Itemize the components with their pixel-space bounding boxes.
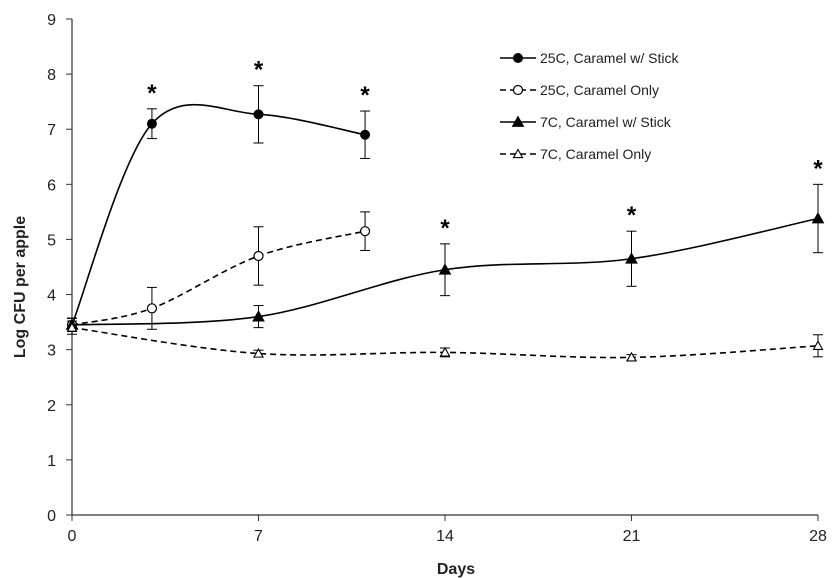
significance-star: * [627,202,637,229]
circle-marker [513,53,523,63]
legend-item: 7C, Caramel w/ Stick [500,114,672,130]
triangle-marker [626,351,637,362]
y-tick-label: 0 [47,508,56,525]
x-axis-ticks: 0 7 14 21 28 [68,515,827,545]
circle-marker [253,109,264,120]
triangle-marker [439,346,451,357]
triangle-marker [812,340,824,350]
legend-label: 25C, Caramel w/ Stick [540,50,679,66]
y-tick-label: 2 [47,398,56,415]
y-tick-label: 6 [47,177,56,194]
x-tick-label: 21 [623,528,641,545]
circle-marker [146,118,157,129]
triangle-marker [625,252,638,264]
y-tick-label: 1 [47,453,56,470]
legend-label: 7C, Caramel w/ Stick [540,114,672,130]
y-tick-label: 9 [47,12,56,29]
triangle-marker [511,115,525,127]
series-line [71,103,366,326]
x-tick-label: 14 [436,528,454,545]
triangle-marker [66,321,78,332]
y-tick-label: 7 [47,122,56,139]
y-axis-title: Log CFU per apple [12,216,29,358]
triangle-marker [811,211,825,224]
series: * * * [67,57,370,332]
legend-item: 7C, Caramel Only [500,146,651,162]
triangle-marker [253,347,264,358]
x-axis-title: Days [437,561,475,578]
x-tick-label: 0 [68,528,77,545]
triangle-marker [438,263,452,275]
series-layer: * * * * * * [65,57,825,362]
circle-marker [360,129,371,140]
y-tick-label: 8 [47,67,56,84]
y-axis-ticks: 0 1 2 3 4 5 6 7 8 9 [47,12,72,525]
legend-label: 7C, Caramel Only [540,146,651,162]
y-tick-label: 4 [47,288,56,305]
legend: 25C, Caramel w/ Stick 25C, Caramel Only 7C… [500,50,679,162]
circle-marker [359,226,371,237]
circle-marker [253,250,264,262]
series: * * * [65,155,825,332]
significance-star: * [254,57,264,84]
legend-item: 25C, Caramel w/ Stick [500,50,679,66]
axes [71,19,818,516]
series [66,211,371,332]
circle-marker [146,303,158,314]
triangle-marker [512,148,524,159]
significance-star: * [440,215,450,242]
x-tick-label: 7 [254,528,263,545]
series [66,320,824,362]
y-tick-label: 5 [47,232,56,249]
legend-label: 25C, Caramel Only [540,82,659,98]
y-tick-label: 3 [47,343,56,360]
significance-star: * [147,80,157,107]
significance-star: * [813,155,823,182]
x-tick-label: 28 [809,528,827,545]
triangle-marker [252,310,265,322]
legend-item: 25C, Caramel Only [500,82,659,98]
circle-marker [512,84,524,96]
significance-star: * [360,82,370,109]
series-line [71,230,366,326]
